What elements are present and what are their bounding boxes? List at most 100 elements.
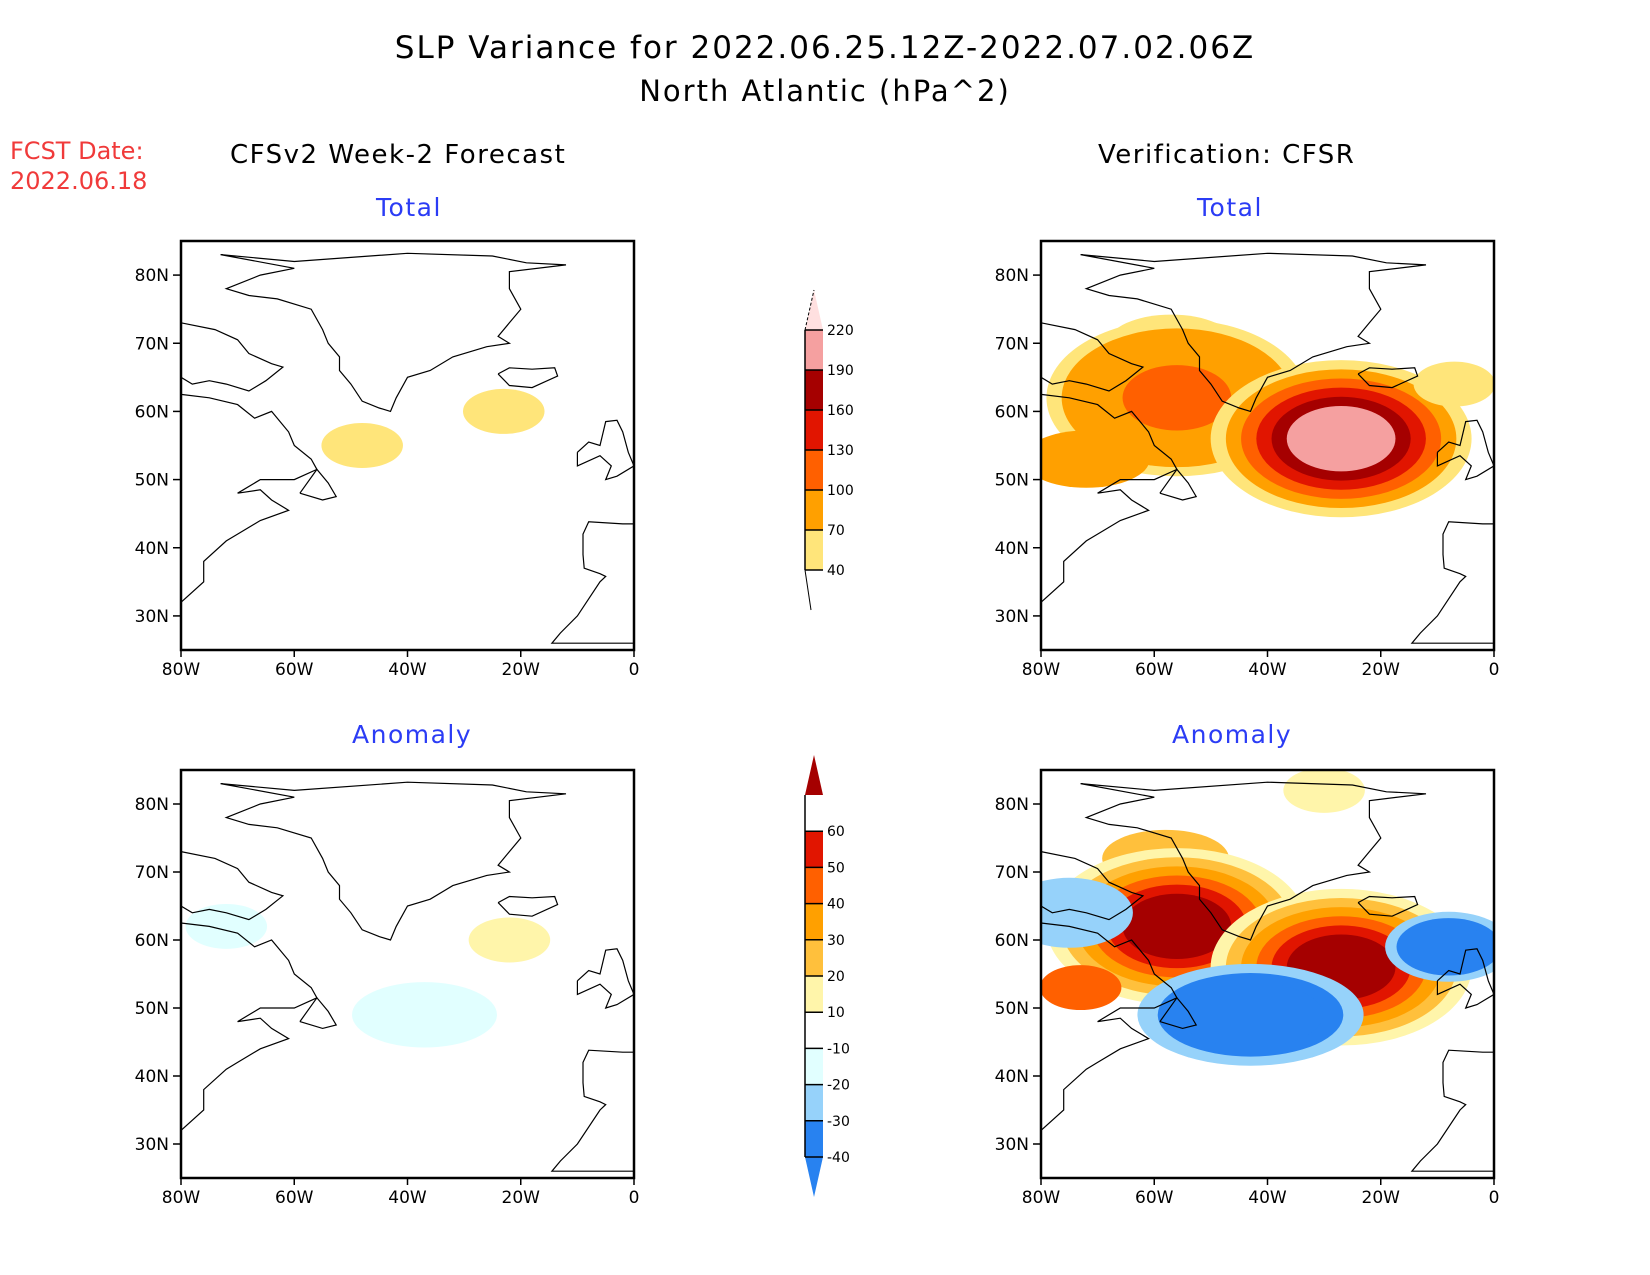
colorbar-segment xyxy=(805,867,823,904)
x-tick-label: 60W xyxy=(1135,1188,1174,1208)
colorbar-label: 160 xyxy=(827,403,854,419)
y-tick-label: 40N xyxy=(995,1067,1029,1087)
coastline xyxy=(181,393,318,603)
y-tick-label: 30N xyxy=(135,1135,169,1155)
x-tick-label: 80W xyxy=(162,660,201,680)
coastline xyxy=(1041,322,1145,392)
y-tick-label: 50N xyxy=(135,471,169,491)
y-tick-label: 50N xyxy=(995,471,1029,491)
x-tick-label: 60W xyxy=(275,660,314,680)
map-panel-forecast-total: 30N 40N 50N 60N 70N 80N 80W 60W 40W 20W 0 xyxy=(135,239,640,680)
colorbar-label: 40 xyxy=(827,563,845,579)
colorbar-segment xyxy=(805,1120,823,1157)
coastline xyxy=(181,322,285,392)
colorbar-label: -30 xyxy=(827,1114,850,1130)
verification-total-title: Total xyxy=(1197,193,1263,222)
y-tick-label: 40N xyxy=(135,539,169,559)
x-tick-label: 40W xyxy=(1248,1188,1287,1208)
map-frame xyxy=(179,768,636,1180)
shaded-region xyxy=(1122,893,1232,960)
coastline xyxy=(1357,895,1419,917)
colorbar-segment xyxy=(805,450,823,490)
colorbar-segment xyxy=(805,976,823,1013)
verification-anomaly-title: Anomaly xyxy=(1172,720,1293,749)
coastline xyxy=(497,367,559,389)
x-tick-label: 40W xyxy=(388,660,427,680)
x-tick-label: 0 xyxy=(629,660,640,680)
forecast-column-title: CFSv2 Week-2 Forecast xyxy=(230,140,567,170)
x-tick-label: 40W xyxy=(388,1188,427,1208)
coastline xyxy=(1080,781,1427,941)
map-frame xyxy=(179,239,636,652)
coastline xyxy=(1041,922,1178,1131)
colorbar-segment xyxy=(805,490,823,530)
colorbar-top-extension xyxy=(805,290,823,330)
coastline xyxy=(1080,252,1427,413)
colorbar-segment xyxy=(805,903,823,940)
y-tick-label: 70N xyxy=(135,334,169,354)
colorbar-label: 60 xyxy=(827,824,845,840)
y-tick-label: 60N xyxy=(995,931,1029,951)
y-tick-label: 80N xyxy=(135,795,169,815)
colorbar-top-extension xyxy=(805,755,823,795)
shaded-region xyxy=(1286,405,1396,472)
y-tick-label: 30N xyxy=(995,1135,1029,1155)
coastline xyxy=(1041,851,1145,921)
y-tick-label: 60N xyxy=(135,931,169,951)
colorbar-label: 190 xyxy=(827,363,854,379)
colorbar-bottom-extension xyxy=(805,1157,823,1197)
coastline xyxy=(550,521,634,644)
coastline xyxy=(299,468,338,501)
y-tick-label: 50N xyxy=(135,999,169,1019)
colorbar-label: 30 xyxy=(827,933,845,949)
forecast-date-value: 2022.06.18 xyxy=(10,167,148,195)
verification-column-title: Verification: CFSR xyxy=(1098,140,1356,170)
x-tick-label: 0 xyxy=(1489,1188,1500,1208)
forecast-date-caption: FCST Date: xyxy=(10,137,144,165)
colorbar-label: -20 xyxy=(827,1078,850,1094)
map-panel-verification-total: 30N 40N 50N 60N 70N 80N 80W 60W 40W 20W 0 xyxy=(995,239,1500,680)
colorbar-segment xyxy=(805,330,823,370)
coastline xyxy=(576,419,634,481)
shaded-region xyxy=(1178,982,1323,1048)
shaded-region xyxy=(462,388,545,434)
x-tick-label: 80W xyxy=(1022,660,1061,680)
figure-title: SLP Variance for 2022.06.25.12Z-2022.07.… xyxy=(394,30,1256,66)
colorbar-segment xyxy=(805,410,823,450)
colorbar-extension-edge xyxy=(804,289,815,331)
colorbar-label: 220 xyxy=(827,323,854,339)
coastline xyxy=(1159,996,1198,1030)
shaded-region xyxy=(352,982,497,1048)
shaded-region xyxy=(1041,430,1150,488)
x-tick-label: 20W xyxy=(1362,1188,1401,1208)
coastline xyxy=(1410,521,1494,644)
shaded-region xyxy=(1283,770,1365,813)
shaded-region xyxy=(468,917,551,963)
colorbar-label: 40 xyxy=(827,897,845,913)
coastline xyxy=(220,252,567,413)
colorbar-label: 50 xyxy=(827,860,845,876)
x-tick-label: 60W xyxy=(275,1188,314,1208)
x-tick-label: 20W xyxy=(502,660,541,680)
y-tick-label: 60N xyxy=(995,402,1029,422)
x-tick-label: 0 xyxy=(1489,660,1500,680)
coastline xyxy=(181,922,318,1131)
coastline xyxy=(550,1049,634,1172)
y-tick-label: 70N xyxy=(995,334,1029,354)
shaded-region xyxy=(1413,361,1494,407)
y-tick-label: 80N xyxy=(135,266,169,286)
colorbar-segment xyxy=(805,939,823,976)
y-tick-label: 30N xyxy=(995,607,1029,627)
y-tick-label: 70N xyxy=(995,863,1029,883)
shaded-region xyxy=(185,903,268,949)
colorbar-label: 70 xyxy=(827,523,845,539)
coastline xyxy=(299,996,338,1030)
colorbar-segment xyxy=(805,831,823,868)
forecast-date-label: FCST Date: 2022.06.18 xyxy=(10,136,147,196)
y-tick-label: 50N xyxy=(995,999,1029,1019)
colorbar-label: 20 xyxy=(827,969,845,985)
shaded-region xyxy=(1041,965,1122,1011)
y-tick-label: 60N xyxy=(135,402,169,422)
colorbar-bottom-edge xyxy=(804,569,812,611)
